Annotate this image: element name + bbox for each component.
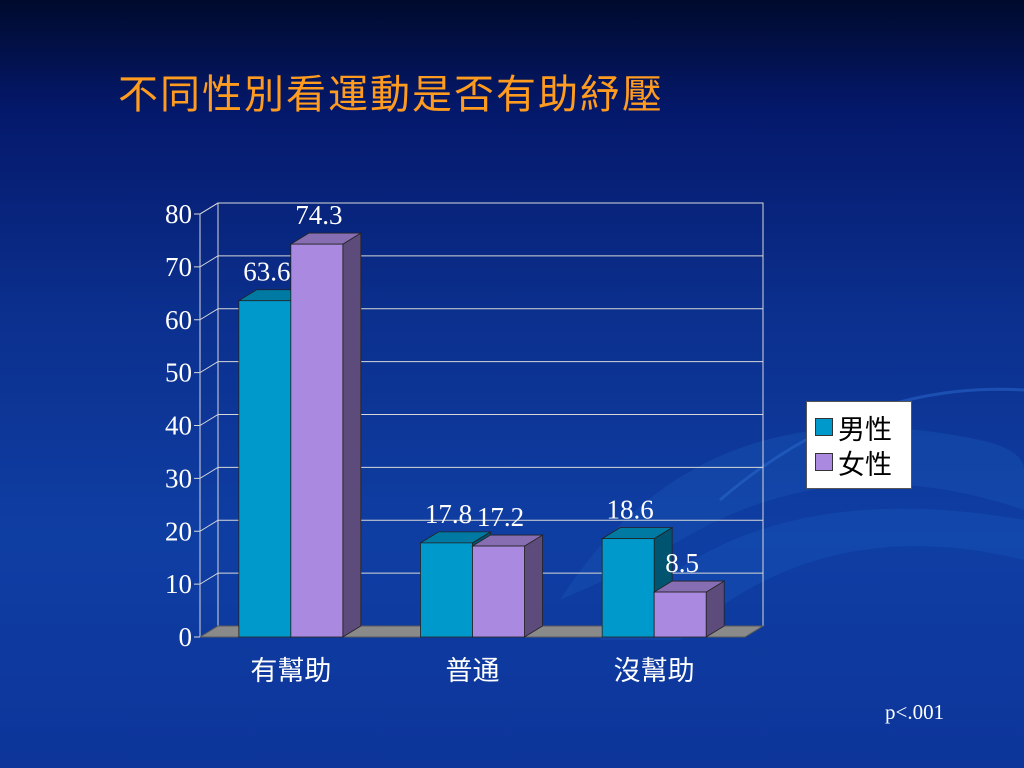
y-tick-label: 50 — [165, 358, 192, 388]
gridline — [199, 202, 763, 215]
y-tick-label: 10 — [165, 569, 192, 599]
gridline — [199, 414, 763, 426]
legend: 男性 女性 — [806, 401, 912, 489]
y-tick-label: 0 — [179, 622, 193, 652]
data-labels: 63.674.3 17.8 17.2 18.6 8.5 — [243, 200, 699, 578]
y-axis: 0 10 20 30 40 50 60 70 80 — [165, 199, 200, 652]
y-tick-label: 80 — [165, 199, 192, 229]
data-label: 17.2 — [477, 502, 524, 532]
gridline — [199, 572, 763, 585]
bar — [289, 232, 363, 638]
x-tick-label: 有幫助 — [250, 656, 331, 687]
y-tick-label: 40 — [165, 411, 192, 441]
data-label: 8.5 — [665, 548, 699, 578]
legend-label-female: 女性 — [838, 449, 892, 481]
legend-item-female: 女性 — [815, 447, 892, 481]
gridline — [199, 519, 763, 532]
y-tick-label: 60 — [165, 305, 192, 335]
data-label: 74.3 — [295, 200, 342, 230]
y-tick-label: 20 — [165, 516, 192, 546]
bars — [237, 232, 726, 638]
gridline — [199, 255, 763, 268]
bar — [471, 534, 544, 638]
data-label: 18.6 — [607, 495, 654, 525]
legend-swatch-female — [815, 453, 833, 471]
y-tick-label: 70 — [165, 252, 192, 282]
legend-item-male: 男性 — [815, 412, 892, 446]
gridline — [199, 466, 763, 479]
slide-title: 不同性別看運動是否有助紓壓 — [118, 72, 664, 118]
legend-label-male: 男性 — [838, 414, 892, 446]
legend-swatch-male — [815, 418, 833, 436]
data-label: 63.6 — [243, 257, 290, 287]
x-tick-label: 沒幫助 — [614, 656, 695, 687]
gridlines — [199, 202, 763, 585]
significance-note: p<.001 — [885, 700, 945, 724]
data-label: 17.8 — [425, 499, 472, 529]
x-tick-label: 普通 — [446, 656, 500, 687]
gridline — [199, 361, 763, 374]
y-tick-label: 30 — [165, 463, 192, 493]
bar — [652, 580, 726, 638]
x-axis: 有幫助 普通 沒幫助 — [250, 656, 694, 687]
gridline — [199, 308, 763, 321]
